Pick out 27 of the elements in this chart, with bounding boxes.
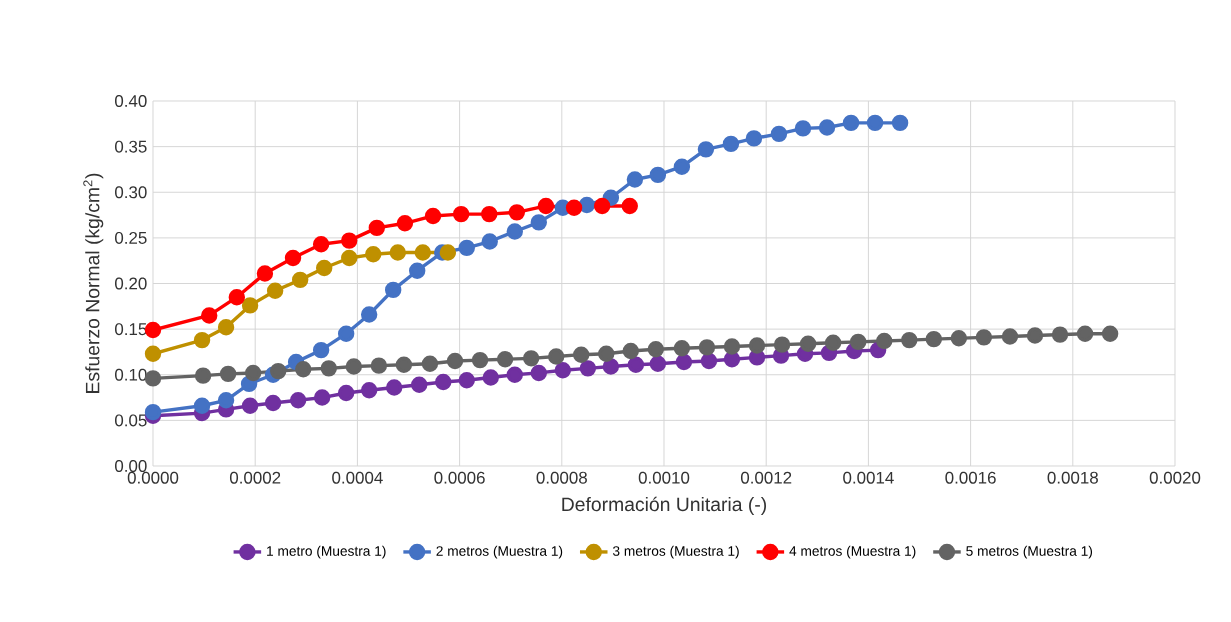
y-tick-label: 0.25 <box>115 231 147 244</box>
x-tick-label: 0.0018 <box>1047 471 1098 484</box>
x-tick-label: 0.0014 <box>843 471 894 484</box>
x-tick-label: 0.0020 <box>1149 471 1201 484</box>
y-tick-label: 0.40 <box>115 95 147 108</box>
y-axis-title: Esfuerzo Normal (kg/cm$^{2}$) <box>83 173 104 393</box>
x-axis-title: Deformación Unitaria (-) <box>562 496 766 516</box>
x-tick-label: 0.0004 <box>332 471 383 484</box>
x-tick-label: 0.0012 <box>740 471 792 484</box>
y-tick-label: 0.00 <box>115 460 147 473</box>
x-tick-label: 0.0008 <box>536 471 587 484</box>
legend-label: 5 metros (Muestra 1) <box>966 545 1093 559</box>
y-tick-label: 0.10 <box>115 368 147 381</box>
y-tick-label: 0.20 <box>115 277 147 290</box>
y-tick-label: 0.05 <box>115 414 147 427</box>
y-tick-label: 0.30 <box>115 186 147 199</box>
legend-label: 3 metros (Muestra 1) <box>612 545 739 559</box>
x-tick-label: 0.0000 <box>127 471 179 484</box>
y-tick-label: 0.15 <box>115 323 147 336</box>
legend-label: 1 metro (Muestra 1) <box>267 545 386 559</box>
legend-label: 4 metros (Muestra 1) <box>789 545 916 559</box>
x-tick-label: 0.0006 <box>434 471 485 484</box>
x-tick-label: 0.0002 <box>229 471 281 484</box>
y-tick-label: 0.35 <box>115 140 147 153</box>
x-tick-label: 0.0016 <box>945 471 996 484</box>
legend-label: 2 metros (Muestra 1) <box>436 545 563 559</box>
x-tick-label: 0.0010 <box>638 471 690 484</box>
